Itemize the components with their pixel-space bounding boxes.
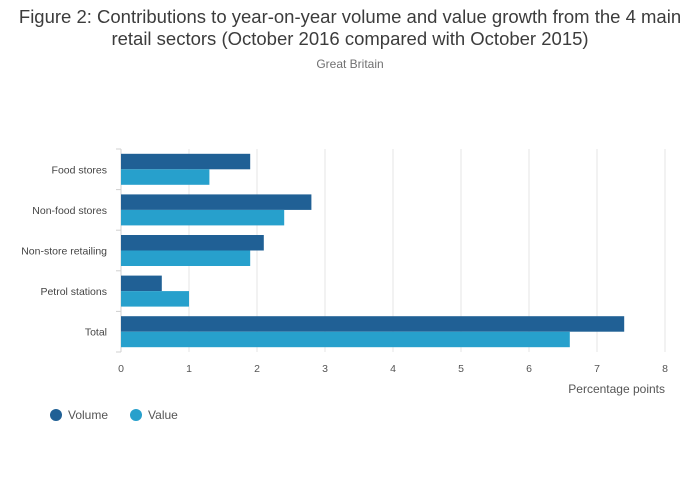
legend: Volume Value: [50, 408, 178, 422]
x-tick-label: 6: [526, 363, 532, 375]
x-axis-title: Percentage points: [568, 382, 665, 396]
x-tick-label: 0: [118, 363, 124, 375]
x-tick-label: 7: [594, 363, 600, 375]
y-tick-label: Total: [85, 327, 107, 339]
x-tick-label: 1: [186, 363, 192, 375]
legend-item-value[interactable]: Value: [130, 408, 178, 422]
x-tick-label: 8: [662, 363, 668, 375]
bar-volume-non-food-stores: [121, 194, 312, 210]
bar-volume-petrol-stations: [121, 275, 162, 292]
legend-item-volume[interactable]: Volume: [50, 408, 108, 422]
y-tick-label: Food stores: [52, 164, 107, 176]
chart-subtitle: Great Britain: [316, 57, 384, 71]
bar-volume-non-store-retailing: [121, 235, 264, 251]
bar-value-total: [121, 331, 570, 348]
legend-swatch-value: [130, 409, 143, 421]
legend-label-value: Value: [148, 408, 178, 422]
x-tick-label: 2: [254, 363, 260, 375]
legend-swatch-volume: [50, 409, 62, 421]
x-tick-label: 4: [390, 363, 396, 375]
x-tick-label: 5: [458, 363, 464, 375]
bar-volume-total: [121, 316, 625, 332]
legend-label-volume: Volume: [68, 408, 109, 422]
bar-value-petrol-stations: [121, 291, 189, 307]
bar-value-food-stores: [121, 169, 210, 185]
y-tick-label: Non-store retailing: [21, 246, 107, 258]
bar-volume-food-stores: [121, 153, 251, 170]
y-tick-label: Non-food stores: [32, 205, 107, 217]
x-tick-label: 3: [322, 363, 328, 375]
bar-value-non-food-stores: [121, 209, 285, 226]
chart-title: Figure 2: Contributions to year-on-year …: [18, 6, 682, 49]
y-tick-label: Petrol stations: [40, 286, 107, 298]
bar-value-non-store-retailing: [121, 250, 251, 266]
